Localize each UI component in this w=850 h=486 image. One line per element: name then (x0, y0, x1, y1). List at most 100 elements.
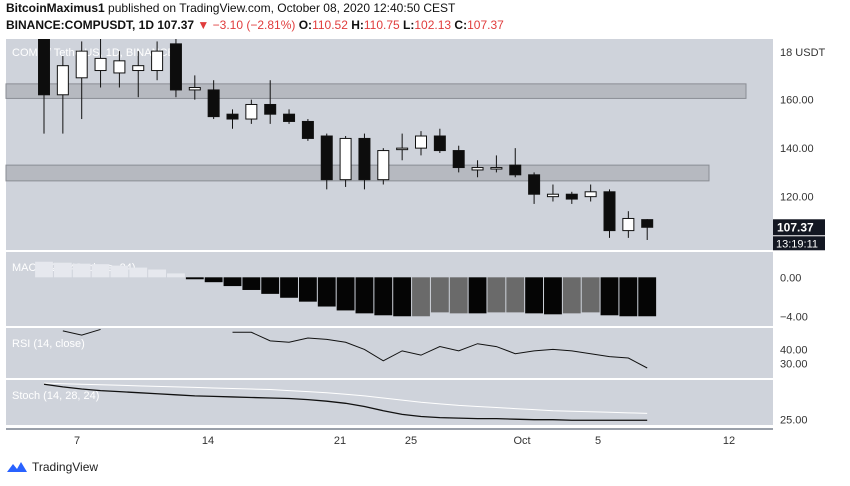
candle (641, 219, 654, 228)
macd-bar (638, 277, 657, 317)
macd-tick-label: −4.00 (780, 311, 808, 323)
candle (56, 65, 69, 96)
candle (396, 147, 409, 151)
candle (151, 50, 164, 72)
candle (584, 191, 597, 198)
stoch-k-line (43, 383, 648, 421)
candles-group (38, 39, 654, 240)
author-name: BitcoinMaximus1 (6, 1, 105, 15)
candle (415, 135, 427, 149)
tradingview-brand: TradingView (32, 460, 99, 474)
candle (320, 135, 333, 181)
chart-title: COMP / TetherUS, 1D, BINANCE (12, 47, 175, 59)
ohlc-line: BINANCE:COMPUSDT, 1D 107.37 ▼ −3.10 (−2.… (6, 18, 504, 32)
candle (490, 167, 503, 170)
macd-tick-label: 0.00 (780, 272, 801, 284)
countdown-badge-text: 13:19:11 (776, 238, 818, 250)
candle (283, 113, 296, 122)
rsi-tick-label: 40.00 (780, 344, 808, 356)
macd-bar (72, 263, 91, 278)
stoch-label: Stoch (14, 28, 24) (12, 390, 99, 402)
candle (301, 120, 314, 139)
candle (471, 167, 484, 171)
high-value: 110.75 (363, 18, 400, 32)
macd-bar (487, 277, 506, 313)
candle (38, 39, 50, 96)
macd-bar (204, 277, 223, 283)
down-arrow-icon: ▼ (197, 18, 210, 32)
candle (377, 150, 390, 181)
macd-bar (562, 277, 581, 314)
x-tick-label: 25 (405, 435, 417, 447)
price-pane (6, 39, 773, 250)
rsi-line (62, 328, 101, 336)
candle (603, 191, 616, 232)
macd-bar (242, 277, 261, 290)
macd-bar (148, 269, 167, 278)
macd-bar (374, 277, 393, 316)
open-label: O: (298, 18, 313, 32)
rsi-label: RSI (14, close) (12, 338, 85, 350)
candle (509, 164, 522, 176)
resistance-zone (5, 83, 747, 99)
macd-bar (506, 277, 525, 313)
candle (132, 65, 145, 72)
publish-line: BitcoinMaximus1 published on TradingView… (6, 1, 455, 15)
macd-bar (412, 277, 430, 317)
macd-bar (317, 277, 336, 307)
close-label: C: (454, 18, 468, 32)
x-tick-label: Oct (513, 435, 530, 447)
macd-bar (298, 277, 317, 302)
macd-bar (355, 277, 374, 314)
macd-bar (110, 265, 129, 278)
candle (245, 103, 258, 120)
macd-bar (53, 262, 72, 278)
symbol-label: BINANCE:COMPUSDT, 1D (6, 18, 155, 32)
price-change: −3.10 (−2.81%) (212, 18, 296, 32)
candle (169, 43, 182, 91)
tradingview-logo[interactable]: TradingView (6, 460, 98, 474)
macd-bar (91, 264, 110, 278)
tradingview-logo-icon (7, 462, 27, 472)
macd-bar (468, 277, 487, 314)
macd-bar (280, 277, 298, 298)
x-tick-label: 14 (202, 435, 214, 447)
x-tick-label: 21 (334, 435, 346, 447)
macd-bar (336, 277, 355, 311)
x-tick-label: 5 (595, 435, 601, 447)
rsi-pane (6, 328, 773, 378)
candle (75, 50, 88, 79)
x-tick-label: 12 (723, 435, 735, 447)
last-price-badge (773, 219, 825, 236)
candle (546, 193, 559, 198)
rsi-line (232, 331, 648, 369)
rsi-tick-label: 30.00 (780, 359, 808, 371)
price-tick-label: 120.00 (780, 192, 814, 204)
x-axis-line (6, 428, 773, 430)
candle (207, 89, 220, 118)
high-label: H: (351, 18, 364, 32)
candle (188, 87, 201, 91)
candle (226, 113, 239, 120)
published-text: published on TradingView.com, October 08… (108, 1, 456, 15)
macd-bar (223, 277, 242, 287)
last-price: 107.37 (157, 18, 195, 32)
low-value: 102.13 (414, 18, 452, 32)
price-unit-label: 18 USDT (780, 47, 826, 59)
countdown-badge (773, 236, 825, 251)
candle (528, 174, 541, 195)
price-tick-label: 140.00 (780, 143, 814, 155)
low-label: L: (403, 18, 415, 32)
x-tick-label: 7 (74, 435, 80, 447)
macd-bar (430, 277, 449, 313)
candle (452, 150, 465, 169)
stoch-tick-label: 25.00 (780, 415, 808, 427)
macd-bar (449, 277, 468, 314)
candle (264, 103, 277, 115)
candle (94, 57, 107, 72)
macd-bar (581, 277, 600, 313)
macd-bar (393, 277, 412, 317)
candle (113, 60, 126, 74)
macd-bar (619, 277, 638, 317)
